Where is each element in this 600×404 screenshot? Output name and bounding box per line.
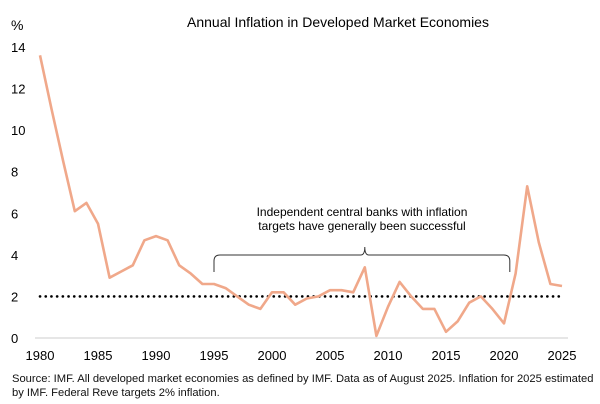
y-tick-label: 12 [11, 82, 25, 97]
source-note: Source: IMF. All developed market econom… [12, 373, 594, 399]
x-tick-label: 1980 [26, 348, 55, 363]
y-tick-label: 6 [11, 206, 18, 221]
inflation-series-line [38, 55, 563, 338]
y-tick-label: 10 [11, 123, 25, 138]
x-tick-label: 2000 [258, 348, 287, 363]
chart-title: Annual Inflation in Developed Market Eco… [187, 14, 489, 30]
x-tick-label: 2020 [490, 348, 519, 363]
x-tick-label: 1990 [142, 348, 171, 363]
x-tick-label: 2025 [548, 348, 577, 363]
x-tick-label: 2005 [316, 348, 345, 363]
x-tick-label: 1995 [200, 348, 229, 363]
x-tick-label: 2010 [374, 348, 403, 363]
annotation-brace [213, 246, 511, 272]
y-tick-label: 0 [11, 331, 18, 346]
x-tick-label: 2015 [432, 348, 461, 363]
y-tick-label: 14 [11, 40, 25, 55]
y-tick-label: 2 [11, 289, 18, 304]
y-tick-label: 8 [11, 165, 18, 180]
y-axis-label: % [11, 17, 23, 33]
x-tick-label: 1985 [84, 348, 113, 363]
annotation-text: targets have generally been successful [258, 219, 465, 233]
y-tick-label: 4 [11, 248, 18, 263]
annotation-text: Independent central banks with inflation [257, 205, 468, 219]
